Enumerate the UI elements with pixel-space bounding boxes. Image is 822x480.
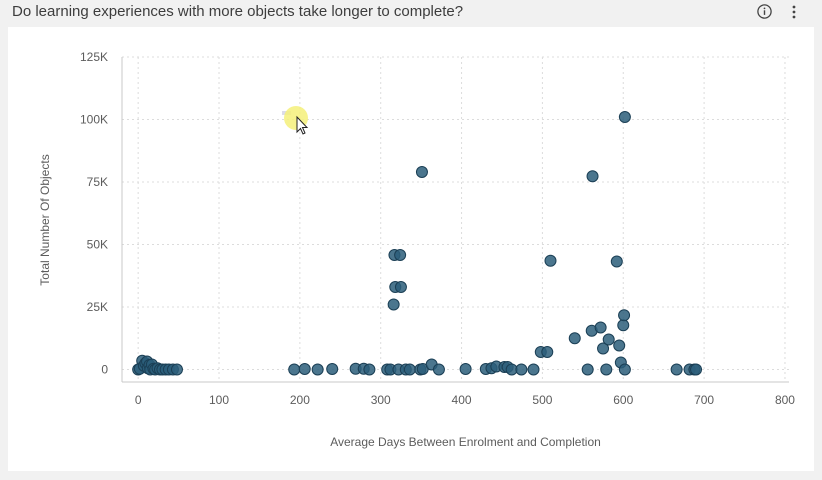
data-point[interactable]: [288, 363, 301, 376]
y-tick-label: 100K: [80, 113, 108, 127]
chart-title: Do learning experiences with more object…: [12, 3, 464, 20]
data-point[interactable]: [613, 339, 626, 352]
data-point[interactable]: [602, 333, 615, 346]
x-tick-label: 0: [135, 393, 142, 407]
data-point[interactable]: [618, 309, 631, 322]
data-point[interactable]: [670, 363, 683, 376]
data-point[interactable]: [311, 363, 324, 376]
x-tick-label: 600: [613, 393, 633, 407]
x-tick-label: 400: [452, 393, 472, 407]
data-point[interactable]: [432, 363, 445, 376]
data-point[interactable]: [690, 363, 703, 376]
data-point[interactable]: [594, 321, 607, 334]
vertical-ellipsis-icon[interactable]: [789, 4, 799, 20]
chart-header: Do learning experiences with more object…: [0, 0, 822, 26]
data-point[interactable]: [326, 363, 339, 375]
data-point[interactable]: [298, 363, 311, 375]
data-point[interactable]: [403, 363, 416, 376]
data-point[interactable]: [597, 342, 610, 355]
data-point[interactable]: [610, 255, 623, 268]
data-point[interactable]: [581, 363, 594, 376]
x-tick-label: 200: [290, 393, 310, 407]
data-point[interactable]: [568, 332, 581, 345]
data-point[interactable]: [387, 298, 400, 311]
data-point[interactable]: [527, 363, 540, 376]
y-tick-label: 125K: [80, 50, 108, 64]
scatter-chart[interactable]: 0 100 200 300 400 500 600 700 800 0 25K 50K 75K 100K 1…: [8, 27, 814, 471]
data-point[interactable]: [586, 170, 599, 183]
y-tick-label: 50K: [87, 238, 108, 252]
info-circle-icon[interactable]: [757, 4, 772, 19]
data-point[interactable]: [618, 111, 631, 123]
data-point[interactable]: [459, 363, 472, 375]
data-point[interactable]: [600, 363, 613, 376]
y-tick-label: 25K: [87, 300, 108, 314]
data-point[interactable]: [394, 249, 407, 261]
data-point[interactable]: [394, 281, 407, 293]
chart-panel: 0 100 200 300 400 500 600 700 800 0 25K 50K 75K 100K 1…: [8, 27, 814, 471]
data-point[interactable]: [544, 254, 557, 267]
data-point[interactable]: [363, 363, 376, 376]
x-tick-label: 700: [694, 393, 714, 407]
data-point[interactable]: [515, 363, 528, 376]
y-axis-title: Total Number Of Objects: [38, 154, 52, 285]
x-tick-label: 800: [775, 393, 795, 407]
y-tick-label: 0: [101, 363, 108, 377]
data-point[interactable]: [617, 319, 630, 332]
data-point[interactable]: [541, 346, 554, 358]
data-point[interactable]: [618, 363, 631, 376]
data-point[interactable]: [170, 363, 183, 376]
x-tick-label: 100: [209, 393, 229, 407]
data-point[interactable]: [415, 166, 428, 178]
x-tick-label: 300: [371, 393, 391, 407]
y-tick-label: 75K: [87, 175, 108, 189]
x-tick-label: 500: [532, 393, 552, 407]
x-axis-title: Average Days Between Enrolment and Compl…: [330, 435, 601, 449]
